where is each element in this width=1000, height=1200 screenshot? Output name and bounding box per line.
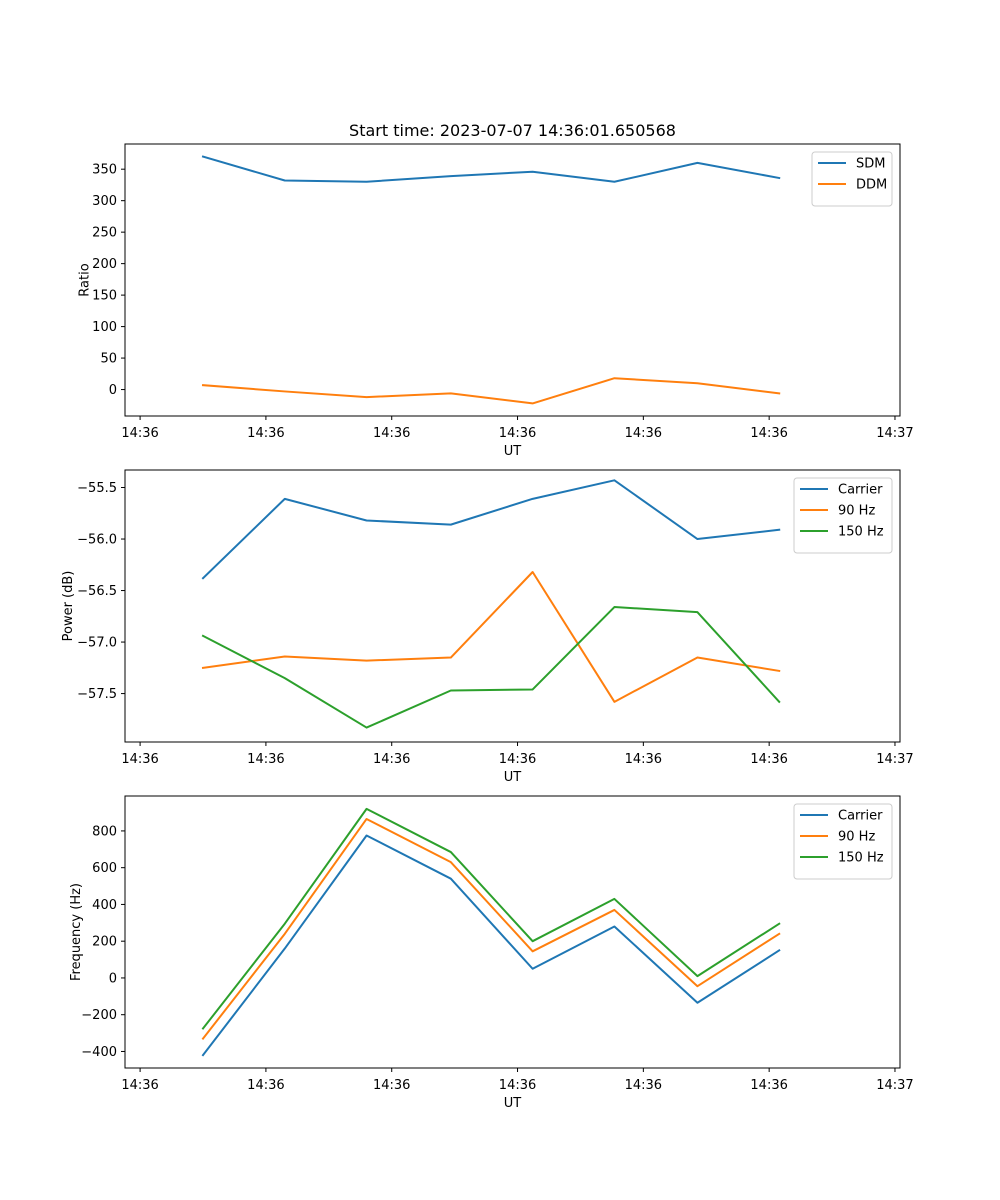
- legend-label: 90 Hz: [838, 504, 875, 519]
- ratio-chart: Start time: 2023-07-07 14:36:01.650568 1…: [77, 121, 913, 459]
- x-tick-label: 14:36: [121, 752, 158, 767]
- y-tick-label: 400: [92, 898, 117, 913]
- x-tick-label: 14:36: [499, 752, 536, 767]
- y-tick-label: 100: [92, 320, 117, 335]
- legend-box: [793, 477, 893, 554]
- x-tick-label: 14:36: [373, 752, 410, 767]
- x-tick-label: 14:36: [121, 1078, 158, 1093]
- legend-box: [793, 803, 893, 880]
- y-axis-label: Frequency (Hz): [69, 883, 84, 981]
- y-tick-label: 200: [92, 935, 117, 950]
- axes-frame: [124, 143, 901, 417]
- legend-label: DDM: [856, 178, 887, 193]
- series-line-sdm: [201, 155, 781, 183]
- x-axis-label: UT: [504, 770, 522, 785]
- frequency-chart: 14:36 14:36 14:36 14:36 14:36 14:36 14:37 −400 −…: [69, 795, 914, 1111]
- x-tick-label: 14:36: [625, 1078, 662, 1093]
- legend-label: 150 Hz: [838, 851, 884, 866]
- series-line-150-hz: [201, 606, 781, 729]
- plot-area: [125, 796, 900, 1068]
- x-tick-label: 14:36: [750, 426, 787, 441]
- y-tick-label: −56.5: [77, 584, 117, 599]
- x-tick-label: 14:36: [247, 1078, 284, 1093]
- axes-frame: [124, 795, 901, 1069]
- y-tick-label: 600: [92, 861, 117, 876]
- x-axis-label: UT: [504, 1096, 522, 1111]
- x-axis-label: UT: [504, 444, 522, 459]
- y-tick-label: 800: [92, 824, 117, 839]
- series-line-150-hz: [201, 807, 781, 1030]
- x-tick-label: 14:36: [750, 1078, 787, 1093]
- power-chart: 14:36 14:36 14:36 14:36 14:36 14:36 14:37 −57.5…: [61, 469, 914, 785]
- x-tick-label: 14:37: [876, 426, 913, 441]
- x-tick-label: 14:36: [750, 752, 787, 767]
- x-tick-label: 14:36: [121, 426, 158, 441]
- y-tick-label: 50: [100, 352, 117, 367]
- x-tick-label: 14:36: [373, 426, 410, 441]
- legend: SDM DDM: [811, 151, 893, 207]
- y-axis-label: Ratio: [77, 263, 92, 296]
- legend-label: SDM: [856, 157, 885, 172]
- series-line-carrier: [201, 834, 781, 1057]
- legend: Carrier 90 Hz 150 Hz: [793, 803, 893, 880]
- legend-label: 90 Hz: [838, 830, 875, 845]
- y-tick-label: 250: [92, 226, 117, 241]
- plot-area: [125, 144, 900, 416]
- series-line-90-hz: [201, 571, 781, 703]
- x-tick-label: 14:36: [247, 752, 284, 767]
- y-tick-label: 300: [92, 194, 117, 209]
- y-tick-label: 0: [109, 971, 117, 986]
- x-tick-label: 14:36: [499, 1078, 536, 1093]
- y-tick-label: 200: [92, 257, 117, 272]
- y-tick-label: −200: [81, 1008, 117, 1023]
- legend-label: Carrier: [838, 809, 883, 824]
- x-tick-label: 14:36: [247, 426, 284, 441]
- x-tick-label: 14:36: [625, 752, 662, 767]
- y-tick-label: −400: [81, 1045, 117, 1060]
- y-tick-label: 0: [109, 383, 117, 398]
- legend: Carrier 90 Hz 150 Hz: [793, 477, 893, 554]
- chart-title: Start time: 2023-07-07 14:36:01.650568: [349, 121, 676, 140]
- x-tick-label: 14:36: [373, 1078, 410, 1093]
- y-tick-label: −57.5: [77, 687, 117, 702]
- y-tick-label: −55.5: [77, 481, 117, 496]
- legend-label: 150 Hz: [838, 525, 884, 540]
- series-line-ddm: [201, 377, 781, 405]
- series-line-90-hz: [201, 817, 781, 1040]
- legend-label: Carrier: [838, 483, 883, 498]
- plot-area: [125, 470, 900, 742]
- x-tick-label: 14:36: [499, 426, 536, 441]
- legend-box: [811, 151, 893, 207]
- y-tick-label: −56.0: [77, 533, 117, 548]
- x-tick-label: 14:37: [876, 752, 913, 767]
- x-tick-label: 14:36: [625, 426, 662, 441]
- y-tick-label: 350: [92, 163, 117, 178]
- y-axis-label: Power (dB): [61, 571, 76, 642]
- y-tick-label: 150: [92, 289, 117, 304]
- series-line-carrier: [201, 479, 781, 580]
- y-tick-label: −57.0: [77, 636, 117, 651]
- x-tick-label: 14:37: [876, 1078, 913, 1093]
- axes-frame: [124, 469, 901, 743]
